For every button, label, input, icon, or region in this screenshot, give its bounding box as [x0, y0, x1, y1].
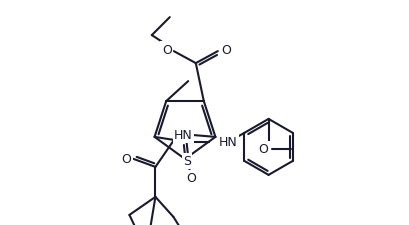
Text: O: O	[186, 172, 196, 184]
Text: O: O	[162, 43, 171, 56]
Text: O: O	[121, 153, 131, 166]
Text: O: O	[258, 143, 268, 156]
Text: O: O	[220, 43, 230, 56]
Text: HN: HN	[174, 129, 192, 142]
Text: HN: HN	[218, 136, 237, 149]
Text: S: S	[182, 155, 191, 168]
